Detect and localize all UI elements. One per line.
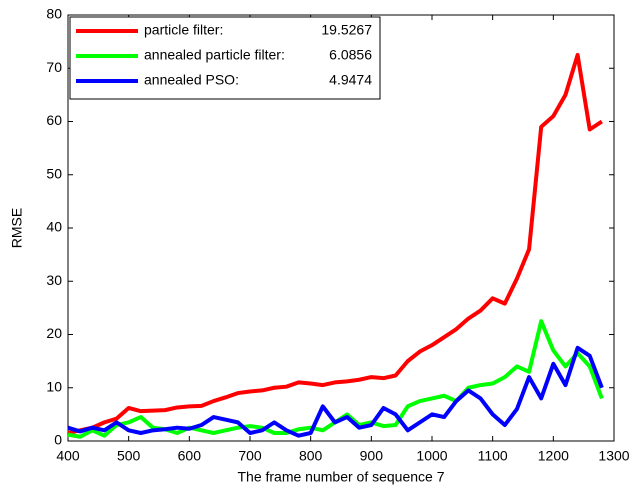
x-axis-label: The frame number of sequence 7 [237,469,444,485]
y-tick-label: 80 [46,6,62,22]
legend-value: 6.0856 [329,47,372,63]
y-tick-label: 40 [46,219,62,235]
legend-label: annealed PSO: [144,72,239,88]
legend-label: annealed particle filter: [144,47,285,63]
x-tick-label: 600 [178,448,202,464]
series-line [67,345,604,438]
x-tick-label: 1200 [538,448,569,464]
x-tick-label: 500 [117,448,141,464]
y-tick-label: 60 [46,112,62,128]
y-tick-label: 20 [46,325,62,341]
legend-value: 4.9474 [329,72,372,88]
x-tick-label: 1100 [478,448,508,464]
y-tick-label: 30 [46,272,62,288]
x-tick-label: 700 [238,448,262,464]
legend-label: particle filter: [144,22,223,38]
x-tick-label: 1300 [598,448,629,464]
y-tick-label: 70 [46,59,62,75]
y-tick-label: 50 [46,165,62,181]
series-line [67,52,603,435]
x-tick-label: 900 [360,448,384,464]
plot-frame [67,14,615,442]
x-tick-label: 1000 [416,448,447,464]
x-tick-label: 400 [56,448,80,464]
legend-value: 19.5267 [321,22,372,38]
y-tick-label: 10 [46,378,62,394]
y-axis-label: RMSE [9,208,25,248]
y-tick-label: 0 [54,432,62,448]
x-tick-label: 800 [299,448,323,464]
